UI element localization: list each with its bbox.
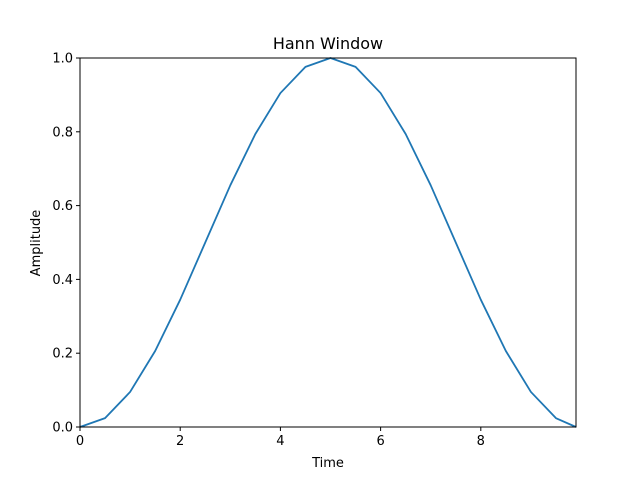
x-tick-label: 4: [276, 434, 284, 449]
y-tick-label: 0.0: [52, 421, 73, 436]
x-axis-label: Time: [311, 456, 344, 471]
x-tick-label: 0: [76, 434, 84, 449]
y-tick-label: 1.0: [52, 52, 73, 67]
y-tick-label: 0.6: [52, 199, 73, 214]
x-axis-ticks: 0 2 4 6 8: [76, 427, 485, 449]
y-axis-label: Amplitude: [29, 210, 44, 277]
chart-title: Hann Window: [273, 34, 383, 53]
y-tick-label: 0.8: [52, 125, 73, 140]
x-tick-label: 6: [376, 434, 384, 449]
y-tick-label: 0.4: [52, 273, 73, 288]
x-tick-label: 2: [176, 434, 184, 449]
x-tick-label: 8: [477, 434, 485, 449]
y-tick-label: 0.2: [52, 347, 73, 362]
plot-area: [79, 57, 577, 428]
series-line-0: [79, 57, 577, 428]
y-axis-ticks: 0.0 0.2 0.4 0.6 0.8 1.0: [52, 52, 80, 436]
axes-frame: [79, 57, 577, 428]
